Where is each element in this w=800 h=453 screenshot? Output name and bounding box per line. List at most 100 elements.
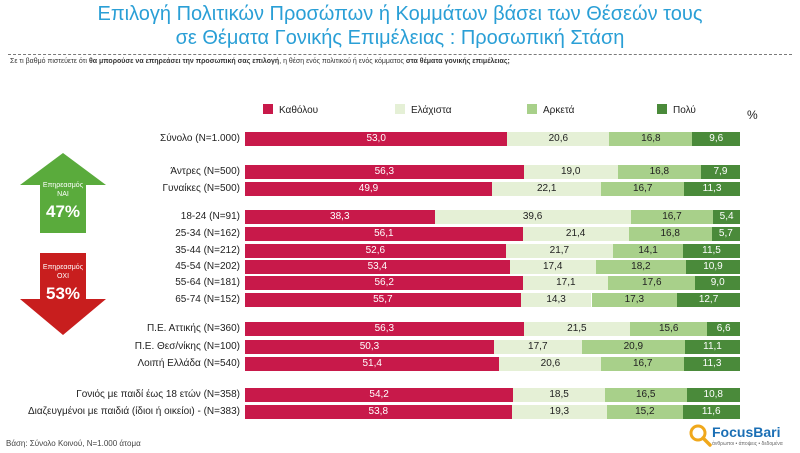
chart-title-line2: σε Θέματα Γονικής Επιμέλειας : Προσωπική… [175,27,625,49]
data-label: 39,6 [522,211,543,222]
data-label: 19,3 [549,406,570,417]
bar-segment-3 [595,260,686,274]
bar-segment-4 [685,340,740,354]
bar-segment-1 [245,357,500,371]
bar-segment-3 [607,405,683,419]
row-label: 55-64 (N=181) [175,277,240,288]
legend-label: Πολύ [673,105,696,116]
data-label: 16,8 [641,133,661,144]
bar-segment-3 [581,340,686,354]
legend-swatch [263,104,273,114]
row-label: Σύνολο (N=1.000) [160,133,240,144]
bar-segment-1 [245,405,512,419]
influence-yes-label2: ΝΑΙ [57,191,69,198]
data-label: 20,9 [623,341,644,352]
base-footnote: Βάση: Σύνολο Κοινού, N=1.000 άτομα [6,439,141,448]
bar-segment-2 [523,322,631,336]
bar-segment-3 [591,293,678,307]
bar-segment-4 [683,244,740,258]
bar-segment-3 [604,388,687,402]
data-label: 56,2 [374,277,394,288]
bar-segment-2 [499,357,602,371]
bar-segment-1 [245,322,524,336]
influence-yes-value: 47% [45,202,81,221]
bar-segment-1 [245,340,494,354]
bar-segment-3 [630,322,708,336]
row-label: Γονιός με παιδί έως 18 ετών (N=358) [76,389,240,400]
bar-segment-1 [245,227,523,241]
row-label: Π.Ε. Αττικής (N=360) [146,323,240,334]
bar-segment-3 [613,244,683,258]
bar-segment-4 [684,357,740,371]
bar-segment-4 [682,405,740,419]
bar-segment-2 [511,405,608,419]
data-label: 15,6 [658,323,679,334]
influence-yes-label1: Επηρεασμός [42,182,84,189]
data-label: 10,8 [703,389,723,400]
bar-segment-1 [245,293,521,307]
data-label: 15,2 [635,406,655,417]
data-label: 17,1 [556,277,576,288]
title-divider [8,54,792,55]
data-label: 11,5 [702,245,721,256]
row-label: 25-34 (N=162) [175,228,240,239]
influence-yes-arrow [20,153,106,233]
data-label: 56,3 [374,166,395,177]
data-label: 17,6 [642,277,662,288]
data-label: 6,6 [716,323,731,334]
bar-segment-2 [513,388,605,402]
data-label: 14,1 [638,245,658,256]
bar-segment-4 [711,227,740,241]
bar-segment-4 [695,276,740,290]
bar-segment-4 [700,165,740,179]
data-label: 21,4 [565,228,586,239]
data-label: 51,4 [362,358,382,369]
data-label: 17,3 [624,294,645,305]
bar-segment-2 [492,182,602,196]
legend-swatch [527,104,537,114]
data-label: 17,7 [528,341,548,352]
bar-segment-3 [628,227,712,241]
bar-segment-1 [245,182,492,196]
data-label: 11,3 [702,183,722,194]
bar-segment-2 [493,340,582,354]
data-label: 11,6 [701,406,721,417]
data-label: 17,4 [542,261,563,272]
row-label: 45-54 (N=202) [175,261,240,272]
survey-question: Σε τι βαθμό πιστεύετε ότι θα μπορούσε να… [10,58,510,65]
bar-segment-1 [245,210,435,224]
focusbari-logo: FocusBari άνθρωποι • άποψεις • δεδομένα [684,420,796,450]
bar-segment-1 [245,388,514,402]
legend-label: Ελάχιστα [411,105,452,116]
data-label: 9,0 [710,277,725,288]
data-label: 52,6 [365,245,386,256]
influence-no-arrow [20,253,106,335]
data-label: 49,9 [358,183,379,194]
data-label: 22,1 [536,183,557,194]
bar-segment-2 [509,260,596,274]
data-label: 5,7 [718,228,733,239]
legend-label: Αρκετά [543,105,575,116]
legend-item-2: Ελάχιστα [395,104,452,118]
percent-symbol: % [747,108,758,122]
row-label: Διαζευγμένοι με παιδιά (ίδιοι ή οικείοι)… [27,406,240,417]
data-label: 56,1 [374,228,394,239]
legend-label: Καθόλου [279,105,319,116]
bar-segment-4 [684,182,740,196]
influence-no-label2: ΟΧΙ [56,273,70,280]
data-label: 53,4 [367,261,388,272]
bar-segment-4 [677,293,740,307]
row-label: 35-44 (N=212) [175,245,240,256]
data-label: 16,7 [632,358,653,369]
legend-item-3: Αρκετά [527,104,574,118]
bar-segment-2 [522,227,629,241]
row-label: Λοιπή Ελλάδα (N=540) [137,358,240,369]
bar-segment-4 [707,322,740,336]
row-label: 65-74 (N=152) [175,294,240,305]
row-label: Γυναίκες (N=500) [162,183,240,194]
data-label: 53,8 [368,406,389,417]
data-label: 20,6 [540,358,561,369]
row-label: 18-24 (N=91) [180,211,240,222]
data-label: 56,3 [374,323,395,334]
data-label: 53,0 [366,133,386,144]
